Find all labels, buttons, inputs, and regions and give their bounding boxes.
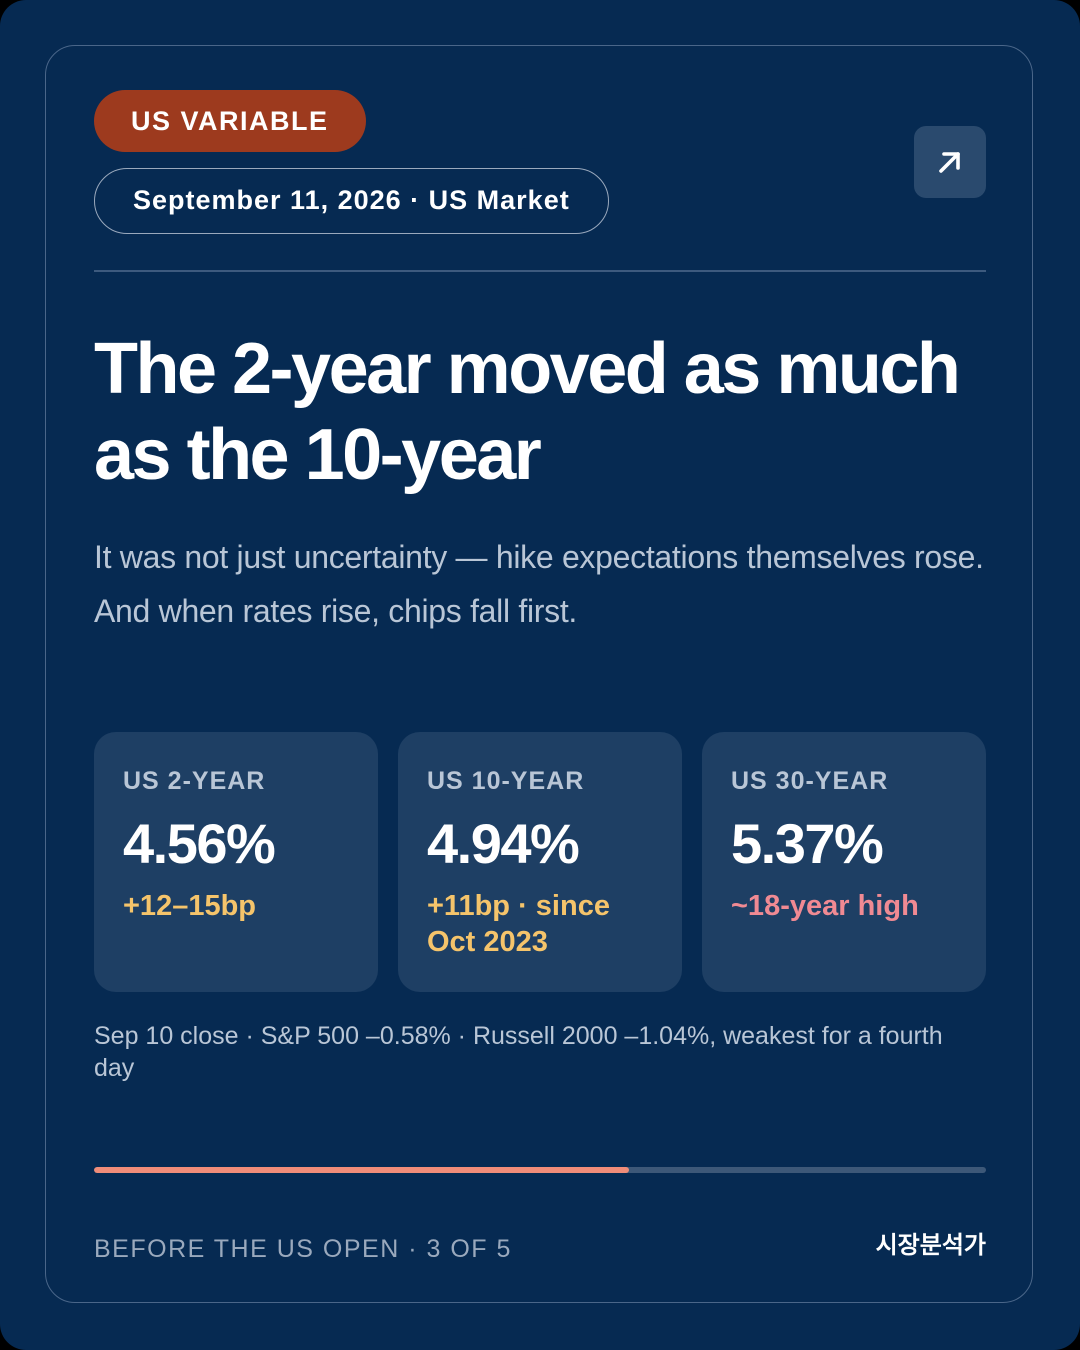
- date-market-pill: September 11, 2026 · US Market: [94, 168, 609, 234]
- stat-value: 4.94%: [427, 812, 580, 875]
- header-divider: [94, 270, 986, 272]
- stat-label: US 30-YEAR: [731, 767, 889, 795]
- subtitle: It was not just uncertainty — hike expec…: [94, 539, 984, 629]
- headline: The 2-year moved as much as the 10-year: [94, 329, 961, 495]
- stat-change: +12–15bp: [123, 890, 257, 922]
- stat-label: US 2-YEAR: [123, 767, 266, 795]
- stat-change: ~18-year high: [731, 890, 919, 922]
- brand-label: 시장분석가: [875, 1232, 986, 1259]
- stat-label: US 10-YEAR: [427, 767, 585, 795]
- stat-value: 4.56%: [123, 812, 276, 875]
- story-position-label: BEFORE THE US OPEN · 3 OF 5: [94, 1235, 512, 1263]
- share-button[interactable]: [914, 126, 986, 198]
- story-card-frame: [45, 45, 1033, 1303]
- stat-card-us-10-year: US 10-YEAR 4.94% +11bp · since Oct 2023: [398, 732, 682, 992]
- story-progress-bar: [94, 1167, 986, 1173]
- category-badge: US VARIABLE: [94, 90, 366, 152]
- stat-card-us-30-year: US 30-YEAR 5.37% ~18-year high: [702, 732, 986, 992]
- stat-card-us-2-year: US 2-YEAR 4.56% +12–15bp: [94, 732, 378, 992]
- story-progress-fill: [94, 1167, 630, 1173]
- arrow-up-right-icon: [939, 152, 960, 173]
- stat-change: +11bp · since Oct 2023: [427, 890, 610, 958]
- stat-value: 5.37%: [731, 812, 884, 875]
- market-close-footnote: Sep 10 close · S&P 500 –0.58% · Russell …: [94, 1022, 943, 1082]
